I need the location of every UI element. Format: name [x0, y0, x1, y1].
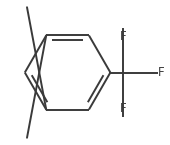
Text: F: F	[119, 30, 126, 43]
Text: F: F	[119, 102, 126, 115]
Text: F: F	[158, 66, 165, 79]
